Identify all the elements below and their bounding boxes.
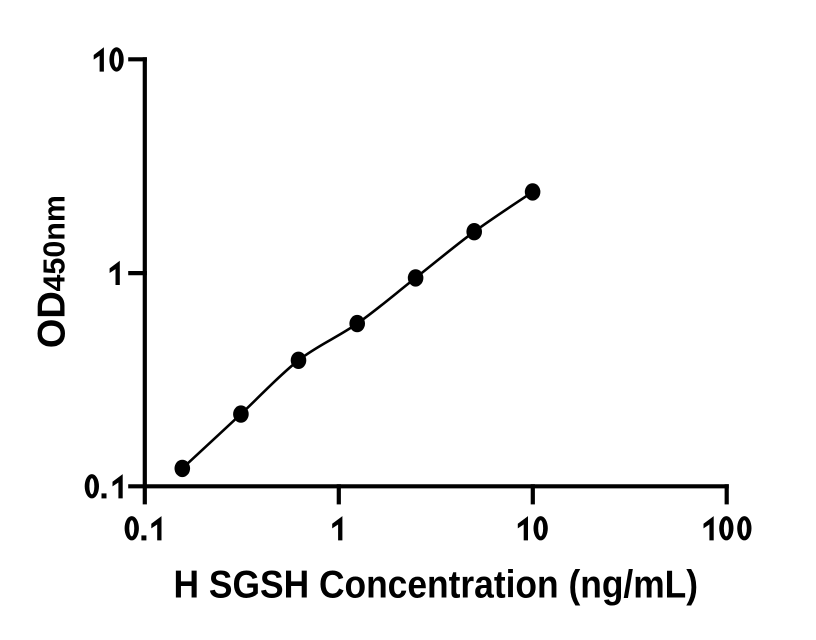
svg-text:H SGSH Concentration (ng/mL): H SGSH Concentration (ng/mL) — [174, 562, 699, 606]
svg-text:450nm: 450nm — [36, 195, 71, 291]
svg-text:OD: OD — [30, 291, 73, 348]
